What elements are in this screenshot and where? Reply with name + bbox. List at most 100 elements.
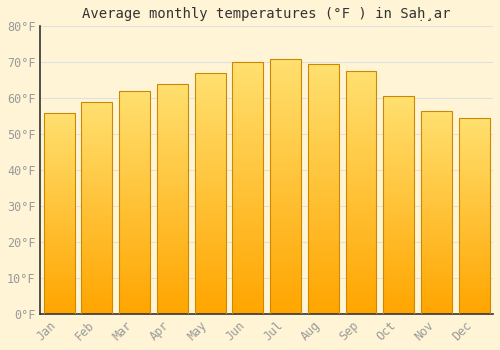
- Bar: [421, 234, 452, 237]
- Bar: [458, 216, 490, 218]
- Bar: [384, 162, 414, 164]
- Bar: [308, 172, 338, 174]
- Bar: [157, 243, 188, 245]
- Bar: [157, 215, 188, 217]
- Bar: [157, 279, 188, 282]
- Bar: [157, 201, 188, 203]
- Bar: [270, 122, 301, 125]
- Bar: [458, 253, 490, 255]
- Bar: [44, 227, 74, 229]
- Bar: [308, 191, 338, 194]
- Bar: [194, 73, 226, 314]
- Bar: [346, 183, 376, 185]
- Bar: [458, 296, 490, 298]
- Bar: [119, 267, 150, 269]
- Bar: [458, 259, 490, 261]
- Bar: [346, 125, 376, 127]
- Bar: [384, 210, 414, 212]
- Bar: [384, 277, 414, 279]
- Bar: [458, 288, 490, 290]
- Bar: [157, 160, 188, 162]
- Bar: [232, 236, 264, 238]
- Bar: [194, 126, 226, 128]
- Bar: [82, 174, 112, 176]
- Bar: [157, 210, 188, 213]
- Bar: [157, 84, 188, 86]
- Bar: [119, 307, 150, 309]
- Bar: [308, 189, 338, 191]
- Bar: [157, 114, 188, 116]
- Bar: [270, 89, 301, 92]
- Bar: [157, 123, 188, 125]
- Bar: [82, 110, 112, 112]
- Bar: [44, 189, 74, 191]
- Bar: [270, 263, 301, 265]
- Bar: [458, 237, 490, 239]
- Bar: [308, 71, 338, 74]
- Bar: [384, 192, 414, 194]
- Bar: [119, 229, 150, 231]
- Bar: [421, 125, 452, 127]
- Bar: [232, 206, 264, 208]
- Bar: [421, 243, 452, 245]
- Bar: [270, 120, 301, 122]
- Bar: [270, 66, 301, 69]
- Bar: [44, 221, 74, 223]
- Bar: [270, 133, 301, 135]
- Bar: [44, 235, 74, 237]
- Bar: [346, 258, 376, 260]
- Bar: [82, 168, 112, 170]
- Bar: [82, 208, 112, 210]
- Bar: [270, 84, 301, 87]
- Bar: [232, 312, 264, 314]
- Bar: [194, 116, 226, 119]
- Bar: [82, 270, 112, 272]
- Bar: [346, 289, 376, 292]
- Bar: [421, 261, 452, 263]
- Bar: [82, 252, 112, 254]
- Bar: [308, 237, 338, 239]
- Bar: [194, 73, 226, 75]
- Bar: [232, 175, 264, 178]
- Bar: [421, 147, 452, 149]
- Bar: [119, 211, 150, 214]
- Bar: [346, 302, 376, 304]
- Bar: [458, 255, 490, 257]
- Bar: [346, 241, 376, 244]
- Bar: [119, 142, 150, 145]
- Bar: [194, 292, 226, 295]
- Bar: [308, 147, 338, 149]
- Bar: [119, 91, 150, 93]
- Bar: [308, 222, 338, 224]
- Bar: [44, 260, 74, 261]
- Bar: [270, 130, 301, 133]
- Bar: [119, 169, 150, 171]
- Bar: [44, 225, 74, 227]
- Bar: [384, 284, 414, 286]
- Bar: [157, 93, 188, 95]
- Bar: [194, 83, 226, 85]
- Bar: [384, 146, 414, 149]
- Bar: [384, 170, 414, 173]
- Bar: [346, 299, 376, 302]
- Bar: [157, 153, 188, 155]
- Bar: [119, 140, 150, 142]
- Bar: [194, 273, 226, 275]
- Bar: [194, 256, 226, 259]
- Bar: [458, 218, 490, 220]
- Bar: [82, 134, 112, 136]
- Bar: [44, 294, 74, 296]
- Bar: [157, 266, 188, 268]
- Bar: [232, 284, 264, 286]
- Bar: [232, 216, 264, 218]
- Bar: [346, 280, 376, 282]
- Bar: [384, 118, 414, 120]
- Bar: [270, 235, 301, 237]
- Bar: [232, 218, 264, 221]
- Bar: [270, 258, 301, 260]
- Bar: [232, 296, 264, 299]
- Bar: [308, 176, 338, 179]
- Title: Average monthly temperatures (°F ) in Saḩ̣ar: Average monthly temperatures (°F ) in Sa…: [82, 7, 451, 21]
- Bar: [157, 174, 188, 176]
- Bar: [270, 181, 301, 184]
